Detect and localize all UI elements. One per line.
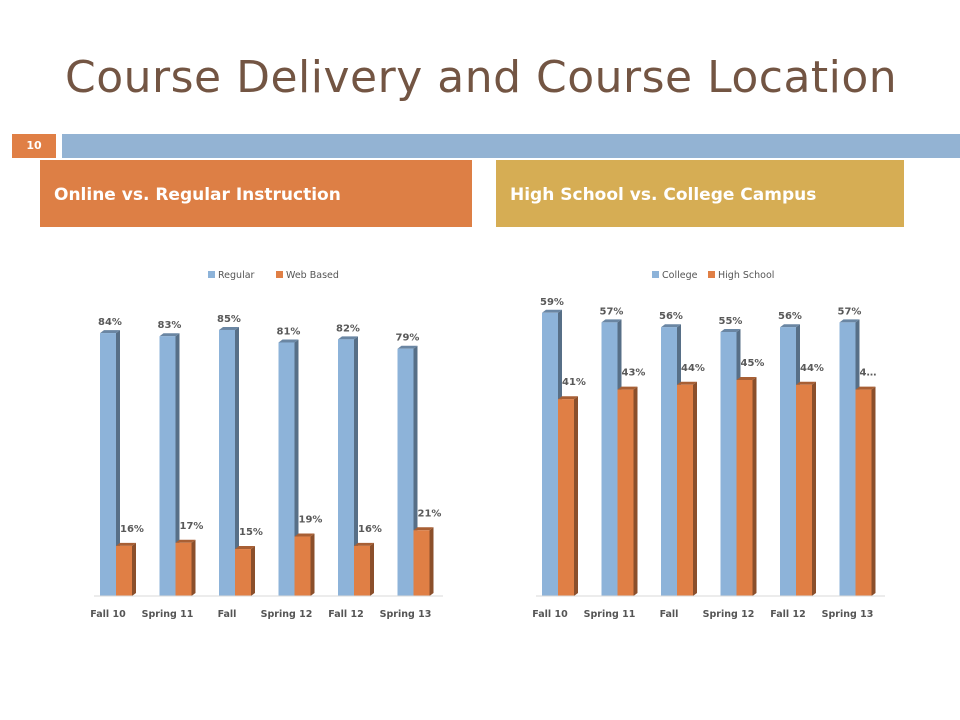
bar-high-school-5 <box>855 386 876 596</box>
bar-web-based-0 <box>116 542 136 596</box>
data-label: 57% <box>600 306 624 317</box>
bar-high-school-1 <box>617 386 638 596</box>
data-label: 44% <box>681 363 705 374</box>
category-label: Fall <box>660 609 679 620</box>
category-label: Spring 13 <box>822 609 874 620</box>
slide-number: 10 <box>12 134 56 158</box>
chart-online-vs-regular: Regular Web Based 84% 16% Fall 10 83% 17% Sprin… <box>90 270 443 620</box>
category-label: Fall 12 <box>770 609 805 620</box>
legend-label: Regular <box>218 270 255 281</box>
slide-title: Course Delivery and Course Location <box>65 52 898 103</box>
bar-high-school-0 <box>558 396 578 596</box>
bar-web-based-5 <box>413 527 434 596</box>
category-label: Spring 13 <box>380 609 432 620</box>
data-label: 56% <box>778 311 802 322</box>
data-label: 17% <box>180 521 204 532</box>
data-label: 57% <box>838 306 862 317</box>
data-label: 81% <box>277 326 301 337</box>
bar-high-school-3 <box>736 377 757 596</box>
legend-swatch <box>208 271 215 278</box>
section-header-online: Online vs. Regular Instruction <box>40 160 472 227</box>
bar-regular-1 <box>159 333 180 596</box>
data-label: 16% <box>120 524 144 535</box>
section-header-location: High School vs. College Campus <box>496 160 904 227</box>
data-label: 15% <box>239 527 263 538</box>
bar-high-school-4 <box>796 381 816 596</box>
data-label: 55% <box>719 316 743 327</box>
data-label: 19% <box>299 515 323 526</box>
data-label: 79% <box>396 333 420 344</box>
data-label: 82% <box>336 323 360 334</box>
bar-regular-4 <box>338 336 358 596</box>
category-label: Spring 11 <box>142 609 194 620</box>
data-label: 56% <box>659 311 683 322</box>
data-label: 44% <box>800 363 824 374</box>
data-label: 21% <box>418 508 442 519</box>
category-label: Spring 12 <box>703 609 755 620</box>
category-label: Spring 11 <box>584 609 636 620</box>
data-label: 59% <box>540 297 564 308</box>
data-label: 45% <box>741 358 765 369</box>
category-label: Fall 10 <box>90 609 126 620</box>
legend-label: Web Based <box>286 270 339 281</box>
category-label: Spring 12 <box>261 609 313 620</box>
data-label: 84% <box>98 317 122 328</box>
bar-web-based-1 <box>175 539 196 596</box>
bar-regular-2 <box>219 326 239 596</box>
bar-regular-3 <box>278 339 299 596</box>
data-label: 85% <box>217 314 241 325</box>
data-label: 16% <box>358 524 382 535</box>
data-label: 43% <box>622 368 646 379</box>
header-bar <box>62 134 960 158</box>
bar-web-based-2 <box>235 546 255 596</box>
legend-swatch <box>708 271 715 278</box>
data-label: 4… <box>860 368 877 379</box>
category-label: Fall 10 <box>532 609 568 620</box>
bar-web-based-4 <box>354 542 374 596</box>
category-label: Fall 12 <box>328 609 363 620</box>
data-label: 41% <box>562 377 586 388</box>
category-label: Fall <box>218 609 237 620</box>
data-label: 83% <box>158 320 182 331</box>
chart-highschool-vs-college: College High School 59% 41% Fall 10 57% 43% Spr… <box>532 270 885 620</box>
legend-label: High School <box>718 270 774 281</box>
bar-regular-0 <box>100 330 120 596</box>
legend-swatch <box>276 271 283 278</box>
legend-swatch <box>652 271 659 278</box>
bar-high-school-2 <box>677 381 697 596</box>
legend-label: College <box>662 270 698 281</box>
bar-web-based-3 <box>294 533 315 596</box>
